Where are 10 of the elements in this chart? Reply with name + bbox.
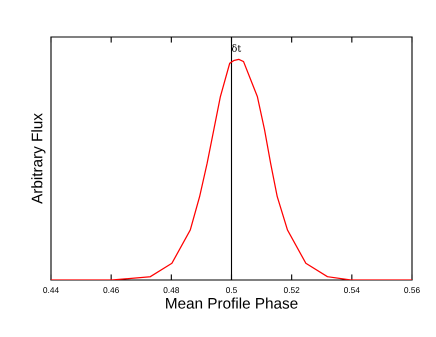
ref-line-label: δt: [232, 44, 242, 52]
x-tick-label: 0.56: [404, 287, 420, 294]
y-axis-title: Arbitrary Flux: [31, 113, 46, 204]
x-tick-label: 0.48: [164, 287, 180, 294]
x-tick-label: 0.44: [43, 287, 59, 294]
x-tick-label: 0.46: [103, 287, 119, 294]
x-axis-title: Mean Profile Phase: [166, 297, 298, 309]
x-tick-label: 0.54: [344, 287, 360, 294]
x-tick-label: 0.52: [284, 287, 300, 294]
x-tick-label: 0.5: [226, 287, 237, 294]
